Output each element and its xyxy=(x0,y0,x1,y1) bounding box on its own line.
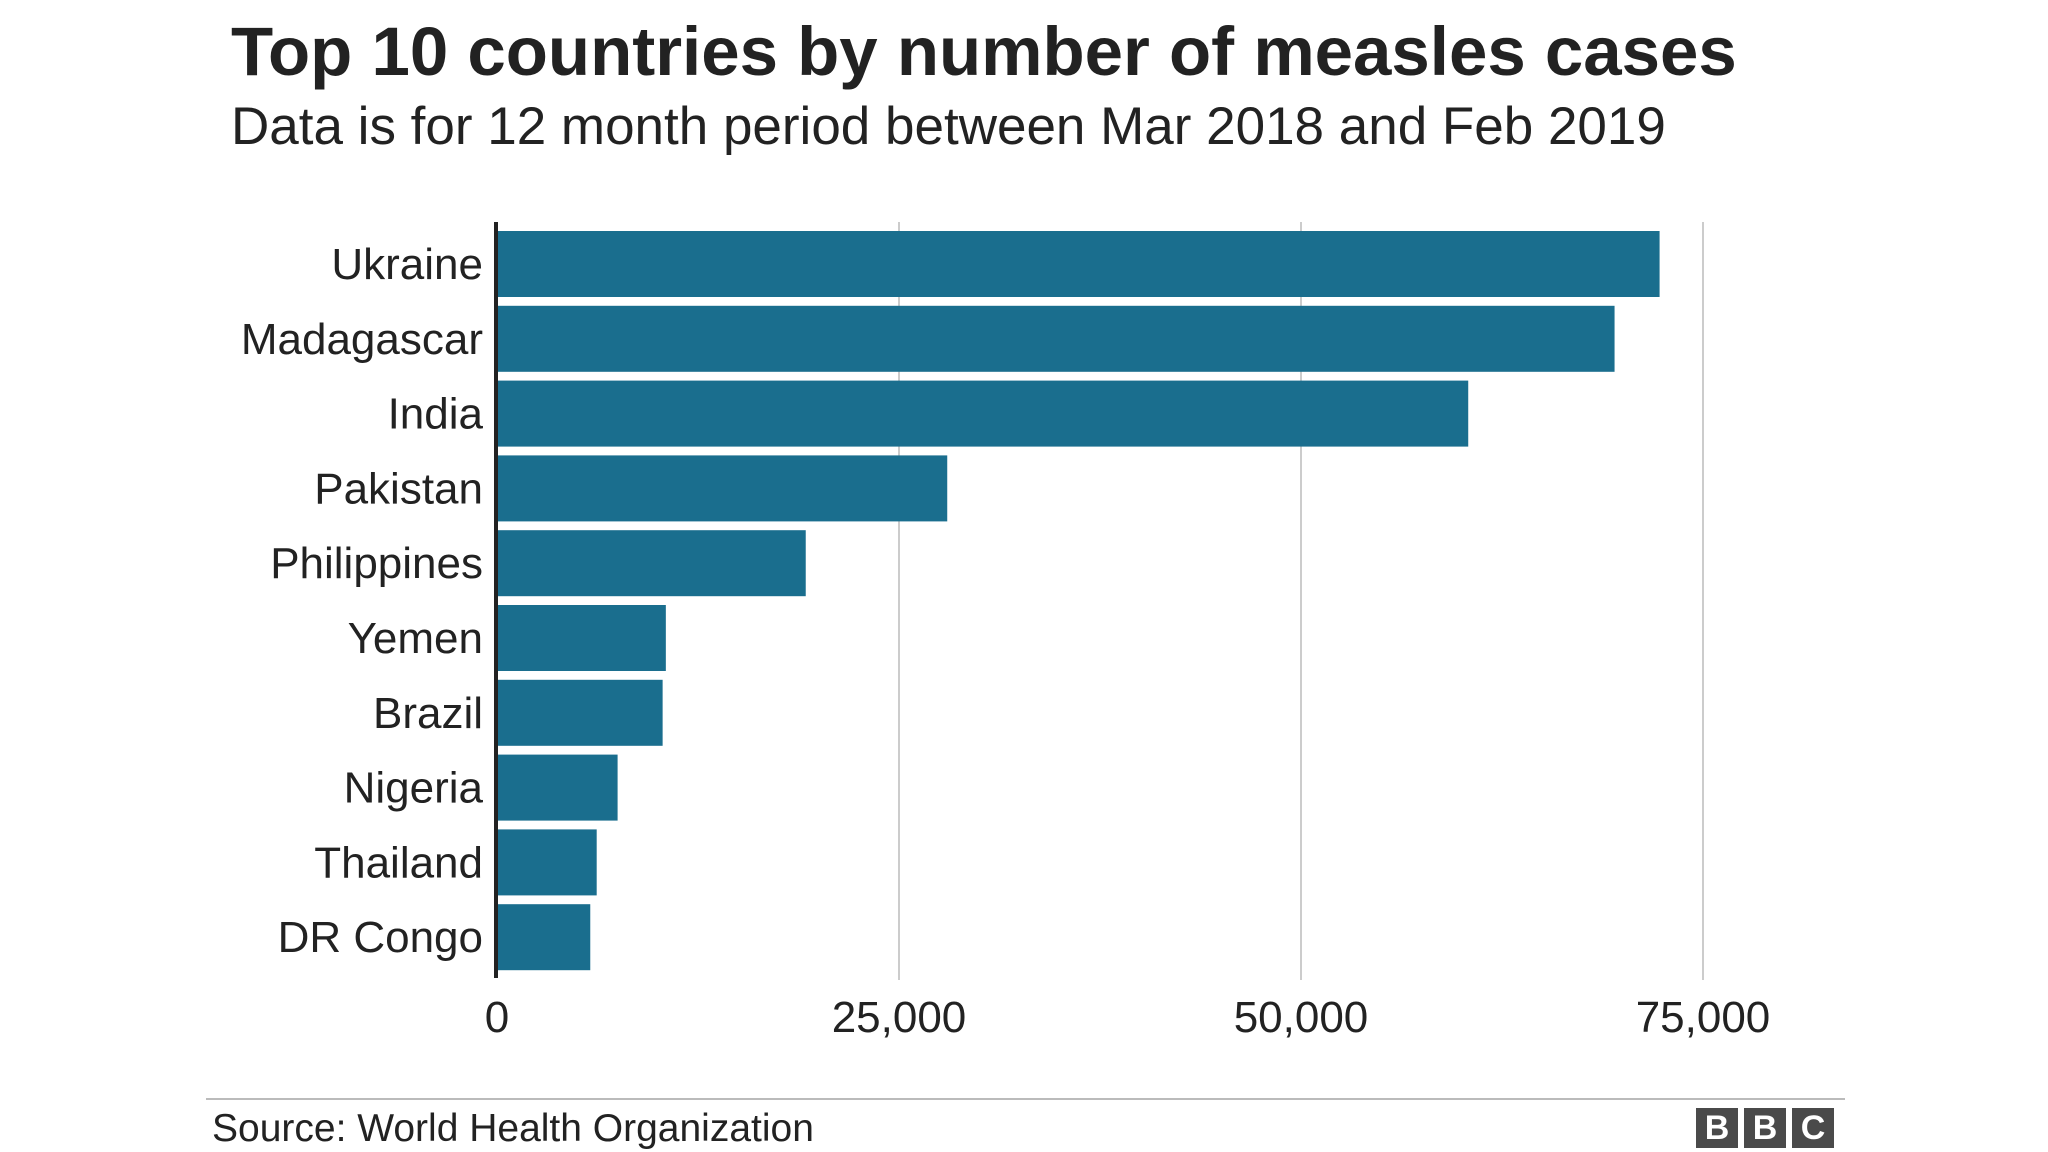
category-label: Madagascar xyxy=(241,315,483,364)
bar-yemen xyxy=(497,605,666,671)
category-label: India xyxy=(388,390,484,439)
bar-dr-congo xyxy=(497,904,591,971)
bar-pakistan xyxy=(497,455,948,522)
bar-brazil xyxy=(497,679,663,746)
category-label: DR Congo xyxy=(278,913,483,962)
bbc-logo-letter: B xyxy=(1696,1108,1738,1148)
source-note: Source: World Health Organization xyxy=(212,1107,814,1150)
bar-thailand xyxy=(497,829,597,896)
x-tick-labels: 0 25,000 50,000 75,000 xyxy=(485,993,1771,1042)
x-tick-label: 50,000 xyxy=(1234,993,1369,1042)
bbc-logo-letter: C xyxy=(1792,1108,1834,1148)
bbc-logo: B B C xyxy=(1696,1108,1834,1148)
footer-divider xyxy=(206,1098,1845,1100)
x-tick-label: 75,000 xyxy=(1636,993,1771,1042)
x-tick-label: 25,000 xyxy=(832,993,967,1042)
bar-ukraine xyxy=(497,231,1660,297)
bbc-logo-letter: B xyxy=(1744,1108,1786,1148)
category-label: Nigeria xyxy=(344,764,484,813)
category-label: Philippines xyxy=(270,539,483,588)
category-labels: Ukraine Madagascar India Pakistan Philippine… xyxy=(241,240,484,962)
bar-india xyxy=(497,380,1469,447)
chart-title: Top 10 countries by number of measles ca… xyxy=(231,13,1737,90)
bars xyxy=(497,231,1660,971)
bar-madagascar xyxy=(497,305,1615,372)
bar-philippines xyxy=(497,530,806,597)
category-label: Brazil xyxy=(373,689,483,738)
category-label: Thailand xyxy=(314,838,483,887)
bar-chart: Ukraine Madagascar India Pakistan Philippine… xyxy=(241,222,1771,1042)
category-label: Pakistan xyxy=(314,464,483,513)
chart-subtitle: Data is for 12 month period between Mar … xyxy=(231,97,1666,156)
category-label: Yemen xyxy=(348,614,483,663)
category-label: Ukraine xyxy=(331,240,483,289)
bar-nigeria xyxy=(497,754,618,821)
x-tick-label: 0 xyxy=(485,993,509,1042)
